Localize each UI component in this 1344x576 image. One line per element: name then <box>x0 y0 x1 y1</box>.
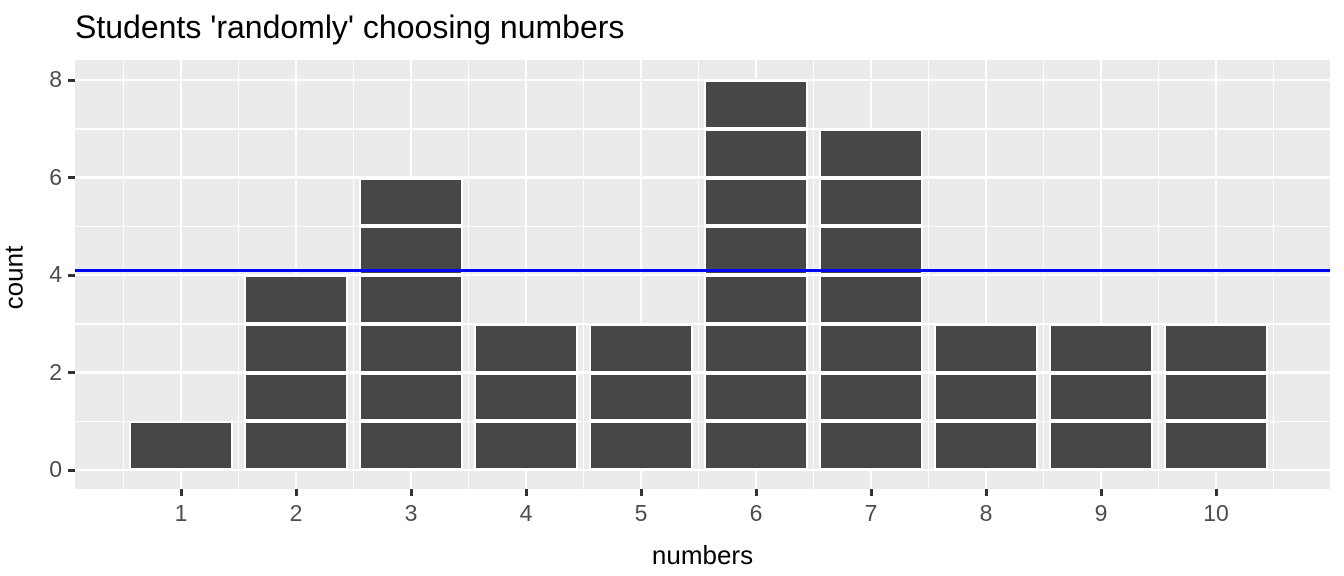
bar-segment <box>359 177 463 227</box>
y-tick-label: 8 <box>49 66 62 92</box>
x-axis-title: numbers <box>651 540 754 570</box>
chart-title: Students 'randomly' choosing numbers <box>75 9 625 45</box>
bar-segment <box>244 372 348 422</box>
major-gridline-horizontal <box>75 273 1330 277</box>
x-axis-tick <box>639 489 643 496</box>
x-tick-label: 1 <box>174 500 188 526</box>
y-tick-label: 2 <box>49 358 62 385</box>
x-tick-label: 2 <box>289 500 303 526</box>
bar-segment <box>244 421 348 470</box>
bar-segment <box>819 421 923 470</box>
x-axis-tick <box>754 489 758 496</box>
bar-segment <box>1164 372 1268 422</box>
plot-panel <box>75 60 1330 489</box>
bar-segment <box>1049 372 1153 422</box>
bar-segment <box>1049 421 1153 470</box>
mean-hline <box>75 268 1330 272</box>
bar-segment <box>589 372 693 422</box>
bar-segment <box>359 275 463 324</box>
bar-segment <box>704 177 808 227</box>
bar-segment <box>819 177 923 227</box>
bar-segment <box>819 275 923 324</box>
y-tick-label: 6 <box>49 163 62 190</box>
minor-gridline-horizontal <box>75 128 1330 130</box>
x-tick-label: 6 <box>749 500 763 526</box>
major-gridline-horizontal <box>75 78 1330 82</box>
bar-segment <box>704 80 808 129</box>
bar-segment <box>1164 421 1268 470</box>
bar-segment <box>704 323 808 373</box>
bar-segment <box>359 421 463 470</box>
minor-gridline-horizontal <box>75 323 1330 325</box>
y-axis-tick <box>68 78 75 82</box>
bar-segment <box>1164 323 1268 373</box>
bar-segment <box>934 421 1038 470</box>
bar-segment <box>704 372 808 422</box>
x-axis-tick <box>409 489 413 496</box>
bar-segment <box>359 372 463 422</box>
bar-segment <box>704 275 808 324</box>
y-axis-tick <box>68 176 75 179</box>
bar-segment <box>244 323 348 373</box>
y-axis-tick <box>68 273 75 277</box>
bar-segment <box>934 323 1038 373</box>
x-tick-label: 5 <box>634 500 648 526</box>
x-axis-tick <box>294 489 298 496</box>
bar-segment <box>474 372 578 422</box>
major-gridline-horizontal <box>75 468 1330 472</box>
bar-segment <box>704 128 808 178</box>
y-tick-label: 4 <box>49 261 62 287</box>
bar-segment <box>704 226 808 275</box>
bar-segment <box>819 323 923 373</box>
x-axis-tick <box>1214 489 1218 496</box>
x-tick-label: 4 <box>519 500 533 526</box>
minor-gridline-horizontal <box>75 420 1330 422</box>
x-tick-label: 7 <box>864 500 878 526</box>
bar-segment <box>819 226 923 275</box>
y-tick-label: 0 <box>49 456 62 482</box>
x-axis-tick <box>179 489 183 496</box>
bar-segment <box>359 226 463 275</box>
y-axis-tick <box>68 371 75 374</box>
x-axis-tick <box>984 489 988 496</box>
bar-segment <box>244 275 348 324</box>
bar-segment <box>934 372 1038 422</box>
bar-segment <box>589 421 693 470</box>
x-axis-tick <box>524 489 528 496</box>
y-axis-tick <box>68 468 75 472</box>
x-tick-label: 3 <box>404 500 418 526</box>
bar-segment <box>474 421 578 470</box>
minor-gridline-horizontal <box>75 225 1330 227</box>
bar-segment <box>704 421 808 470</box>
x-tick-label: 10 <box>1203 500 1229 526</box>
bar-segment <box>359 323 463 373</box>
bar-segment <box>819 372 923 422</box>
x-axis-tick <box>1099 489 1103 496</box>
x-tick-label: 8 <box>979 500 993 526</box>
bar-segment <box>589 323 693 373</box>
major-gridline-horizontal <box>75 176 1330 179</box>
x-tick-label: 9 <box>1094 500 1108 526</box>
bar-segment <box>819 128 923 178</box>
bar-segment <box>129 421 233 470</box>
x-axis-tick <box>869 489 873 496</box>
bar-segment <box>474 323 578 373</box>
bar-segment <box>1049 323 1153 373</box>
major-gridline-horizontal <box>75 371 1330 374</box>
